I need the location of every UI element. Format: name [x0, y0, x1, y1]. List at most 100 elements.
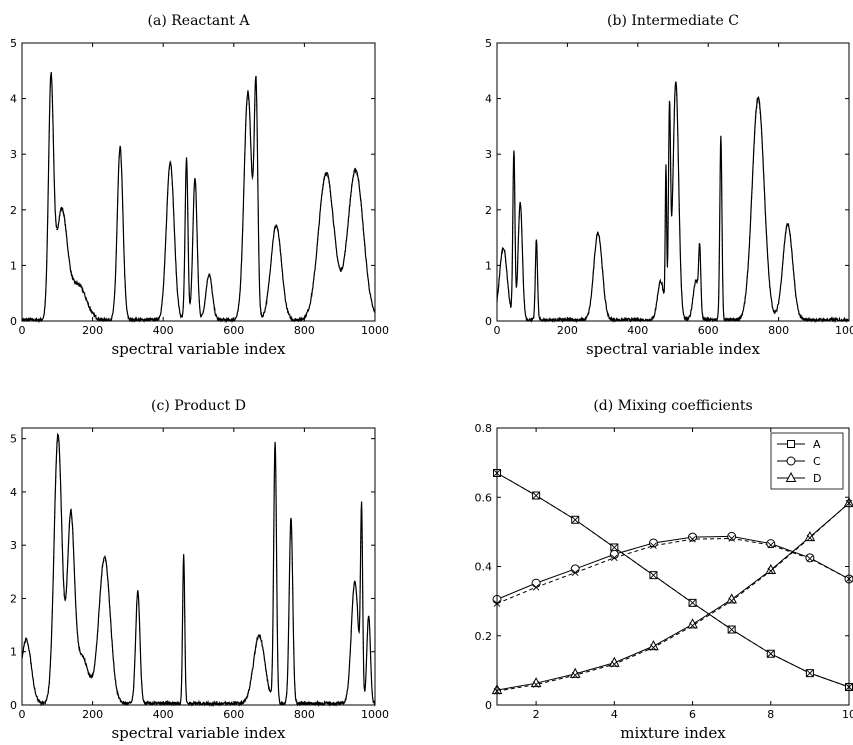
panel-title: (b) Intermediate C: [607, 13, 739, 29]
y-tick-label: 3: [10, 148, 17, 161]
series-C-point: [531, 578, 541, 588]
series-D-estimated-point: [806, 534, 814, 542]
series-D-estimated-point: [650, 644, 657, 651]
series-D-estimated-point: [689, 622, 696, 630]
panel-2: (c) Product D 0 200 400 600 800 1000 0 1 2 3 4 5 spec…: [10, 398, 389, 742]
x-tick-label: 10: [842, 708, 853, 721]
series-C-estimated-point: [689, 535, 696, 543]
series-C-point: [570, 564, 580, 574]
series-D-line: [496, 502, 850, 691]
x-tick-label: 600: [223, 324, 244, 337]
panel-title: (a) Reactant A: [148, 13, 251, 29]
series-C-point: [727, 531, 737, 541]
series-D-point: [648, 640, 659, 651]
series-A-estimated-point: [571, 516, 579, 524]
series-A-estimated-line: [496, 472, 850, 688]
estimated-spectrum-line: [496, 84, 850, 323]
series-D-point: [609, 656, 620, 667]
series-C-point: [805, 553, 815, 563]
y-tick-label: 3: [10, 539, 17, 552]
series-C-estimated-point: [767, 541, 775, 549]
y-tick-label: 5: [10, 433, 17, 446]
panel-1: (b) Intermediate C 0 200 400 600 800 1000 0 1 2 3 4…: [485, 13, 853, 358]
x-tick-label: 0: [494, 324, 501, 337]
series-D-estimated-point: [728, 597, 735, 605]
y-tick-label: 4: [10, 486, 17, 499]
x-tick-label: 400: [153, 708, 174, 721]
legend-label-C: C: [813, 455, 821, 468]
panel-0: (a) Reactant A 0 200 400 600 800 1000 0 1 2 3 4 5 spe…: [10, 13, 389, 358]
series-A-estimated-point: [806, 669, 814, 677]
y-tick-label: 4: [485, 93, 492, 106]
x-tick-label: 8: [767, 708, 774, 721]
y-tick-label: 0.6: [475, 491, 493, 504]
y-tick-label: 0: [485, 315, 492, 328]
spectrum-line: [21, 72, 376, 324]
x-axis-label: mixture index: [620, 724, 726, 742]
legend-label-A: A: [813, 438, 821, 451]
series-C-estimated-point: [532, 583, 540, 591]
legend-box: [770, 432, 844, 490]
series-A-line: [496, 472, 850, 688]
spectrum-line: [496, 81, 850, 324]
panel-title: (c) Product D: [151, 398, 246, 414]
y-tick-label: 0.4: [475, 561, 493, 574]
x-tick-label: 1000: [835, 324, 853, 337]
x-tick-label: 800: [294, 324, 315, 337]
series-C-estimated-point: [650, 542, 657, 550]
x-tick-label: 6: [689, 708, 696, 721]
x-tick-label: 1000: [361, 324, 389, 337]
x-tick-label: 0: [19, 708, 26, 721]
x-axis-label: spectral variable index: [111, 340, 286, 358]
series-D-point: [765, 563, 777, 574]
panel-3: (d) Mixing coefficients 2 4 6 8 10 0 0.2 0.4 0.6 0…: [475, 398, 853, 742]
y-tick-label: 0: [10, 699, 17, 712]
series-C-point: [766, 539, 776, 549]
series-C-point: [688, 532, 698, 542]
series-A-estimated-point: [611, 544, 618, 551]
series-A-estimated-point: [767, 650, 775, 658]
legend-label-D: D: [813, 472, 821, 485]
series-D-estimated-point: [532, 681, 540, 688]
series-A-estimated-point: [689, 599, 696, 607]
x-tick-label: 800: [768, 324, 789, 337]
x-axis-label: spectral variable index: [586, 340, 761, 358]
plot-frame: [496, 427, 850, 706]
series-C-estimated-point: [806, 555, 814, 562]
series-A-estimated-point: [650, 571, 657, 579]
legend: ACD: [770, 432, 844, 490]
y-tick-label: 0: [485, 699, 492, 712]
x-tick-label: 600: [698, 324, 719, 337]
x-tick-label: 400: [627, 324, 648, 337]
y-tick-label: 0: [10, 315, 17, 328]
x-tick-label: 200: [82, 324, 103, 337]
series-C-estimated-point: [728, 535, 735, 542]
series-C-point: [648, 538, 658, 548]
legend-marker-A: [787, 440, 795, 448]
x-tick-label: 200: [557, 324, 578, 337]
y-tick-label: 1: [10, 259, 17, 272]
panel-title: (d) Mixing coefficients: [593, 398, 752, 414]
series-D-point: [726, 593, 737, 604]
y-tick-label: 5: [10, 37, 17, 50]
legend-marker-D: [785, 471, 797, 482]
series-D-estimated-point: [611, 660, 618, 668]
y-tick-label: 2: [10, 592, 17, 605]
plot-frame: [21, 427, 376, 706]
spectrum-line: [21, 432, 376, 708]
series-D-point: [804, 531, 816, 542]
y-tick-label: 1: [485, 259, 492, 272]
x-tick-label: 200: [82, 708, 103, 721]
series-D-estimated-point: [767, 567, 775, 575]
series-C-point: [609, 549, 619, 559]
y-tick-label: 0.2: [475, 630, 493, 643]
plot-frame: [496, 42, 850, 322]
x-tick-label: 2: [533, 708, 540, 721]
y-tick-label: 2: [485, 204, 492, 217]
x-tick-label: 400: [153, 324, 174, 337]
y-tick-label: 0.8: [475, 422, 493, 435]
x-tick-label: 4: [611, 708, 618, 721]
series-C-estimated-point: [571, 569, 579, 577]
series-D-estimated-point: [571, 671, 579, 679]
